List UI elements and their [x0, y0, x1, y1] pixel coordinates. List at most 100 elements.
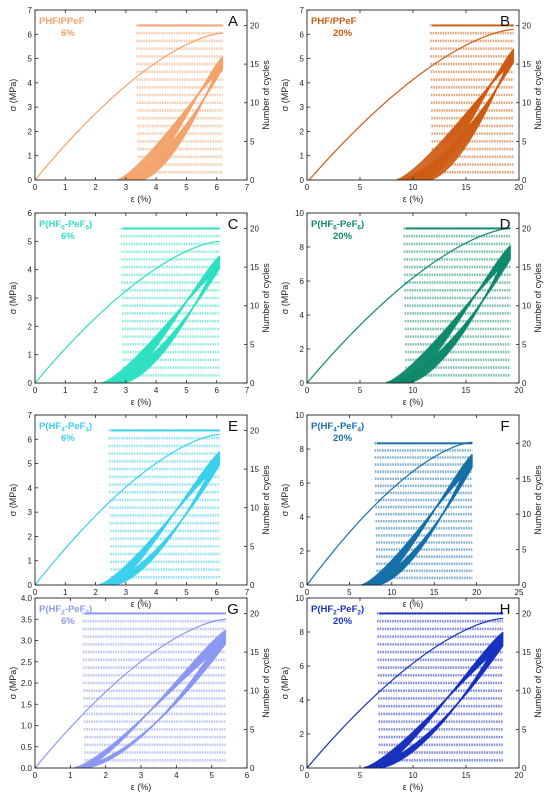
y-tick-label: 8 [300, 628, 305, 637]
x-tick-label: 0 [305, 588, 310, 597]
x-tick-label: 25 [515, 588, 524, 597]
hysteresis-loop [393, 253, 512, 384]
hysteresis-loop [103, 266, 221, 384]
y-tick-label: 2 [300, 730, 305, 739]
legend-subscript: 2 [357, 610, 361, 617]
panel-letter: D [500, 216, 511, 233]
cycle-bars [82, 612, 226, 762]
x-tick-label: 5 [347, 588, 352, 597]
y-axis-title: σ (MPa) [280, 667, 290, 700]
x-tick-label: 3 [124, 183, 129, 192]
y-axis-title: σ (MPa) [280, 282, 290, 315]
panel-letter: G [227, 601, 239, 618]
hysteresis-loop [367, 461, 473, 586]
y-tick-label: 5 [28, 55, 33, 64]
y-tick-label: 2.0 [21, 679, 33, 688]
y-tick-label: 8 [300, 243, 305, 252]
y2-tick-label: 15 [250, 60, 259, 69]
y-tick-label: 4 [300, 513, 305, 522]
x-tick-label: 5 [184, 386, 189, 395]
y-tick-label: 0 [300, 581, 305, 590]
y-tick-label: 4 [300, 696, 305, 705]
y2-tick-label: 10 [250, 99, 259, 108]
y-tick-label: 1.5 [21, 700, 33, 709]
x-tick-label: 0 [33, 771, 38, 780]
y2-tick-label: 0 [522, 379, 527, 388]
y2-tick-label: 20 [522, 439, 531, 448]
panel-letter: B [500, 13, 510, 30]
x-tick-label: 10 [409, 771, 418, 780]
y-tick-label: 4.0 [21, 594, 33, 603]
y-tick-label: 3.5 [21, 615, 33, 624]
y2-tick-label: 20 [250, 609, 259, 618]
plot-frame [34, 9, 248, 181]
hysteresis-loop [117, 67, 224, 181]
x-tick-label: 10 [409, 386, 418, 395]
y2-tick-label: 20 [522, 21, 531, 30]
y-tick-label: 5 [300, 55, 305, 64]
hysteresis-loop [102, 267, 221, 384]
y2-tick-label: 20 [250, 224, 259, 233]
x-tick-label: 15 [462, 771, 471, 780]
y2-tick-label: 0 [522, 581, 527, 590]
y-tick-label: 0.5 [21, 743, 33, 752]
legend-subscript: 4 [333, 427, 337, 434]
legend-concentration: 20% [333, 433, 353, 444]
panel-letter: E [228, 418, 238, 435]
y-tick-label: 3 [300, 103, 305, 112]
y2-tick-label: 15 [250, 465, 259, 474]
y-tick-label: 6 [300, 277, 305, 286]
x-tick-label: 0 [33, 386, 38, 395]
y2-tick-label: 10 [250, 302, 259, 311]
hysteresis-loop [401, 59, 515, 181]
loading-curve [308, 28, 514, 181]
y2-tick-label: 5 [250, 542, 255, 551]
x-tick-label: 1 [63, 386, 68, 395]
y2-tick-label: 5 [250, 725, 255, 734]
y2-tick-label: 20 [522, 224, 531, 233]
hysteresis-loop [365, 463, 473, 586]
x-tick-label: 7 [245, 183, 250, 192]
x-axis-title: ε (%) [131, 194, 152, 204]
x-tick-label: 15 [462, 183, 471, 192]
y-tick-label: 5 [28, 237, 33, 246]
panel-letter: A [228, 13, 238, 30]
y-tick-label: 8 [300, 445, 305, 454]
y-axis-title: σ (MPa) [8, 484, 18, 517]
loading-curve [34, 433, 220, 586]
y-tick-label: 2.5 [21, 658, 33, 667]
x-tick-label: 4 [154, 386, 159, 395]
y-tick-label: 2 [300, 547, 305, 556]
y2-tick-label: 0 [522, 176, 527, 185]
y-tick-label: 0 [28, 176, 33, 185]
y2-tick-label: 15 [250, 648, 259, 657]
y2-tick-label: 15 [250, 263, 259, 272]
y-axis-title: σ (MPa) [8, 282, 18, 315]
hysteresis-loop [119, 66, 224, 181]
y-tick-label: 1 [28, 351, 33, 360]
x-tick-label: 20 [515, 183, 524, 192]
y-tick-label: 7 [28, 6, 33, 15]
y2-tick-label: 5 [522, 546, 527, 555]
panel-G: 0 1 2 3 4 5 6 0.0 0.5 1.0 1.5 2.0 2.5 3.0 3.5 4.0 0 5 10 15… [8, 594, 271, 792]
x-tick-label: 1 [68, 771, 73, 780]
y-tick-label: 5 [28, 460, 33, 469]
y2-tick-label: 5 [522, 137, 527, 146]
legend-base: P(HF [39, 219, 61, 230]
legend-sample: P(HF2-PeF2) [311, 604, 364, 617]
legend-sample: P(HF2-PeF2) [39, 604, 92, 617]
legend-concentration: 20% [333, 231, 353, 242]
legend-subscript: 2 [333, 610, 337, 617]
legend-text-part: -PeF [337, 219, 358, 230]
y2-axis-title: Number of cycles [533, 60, 543, 130]
loading-curve [306, 441, 473, 586]
x-tick-label: 5 [209, 771, 214, 780]
plot-frame [34, 414, 248, 586]
cycle-bars [108, 429, 220, 579]
x-tick-label: 20 [515, 771, 524, 780]
legend-concentration: 20% [333, 28, 353, 39]
y-tick-label: 2 [28, 322, 33, 331]
hysteresis-loop [98, 464, 221, 586]
y-tick-label: 6 [300, 479, 305, 488]
